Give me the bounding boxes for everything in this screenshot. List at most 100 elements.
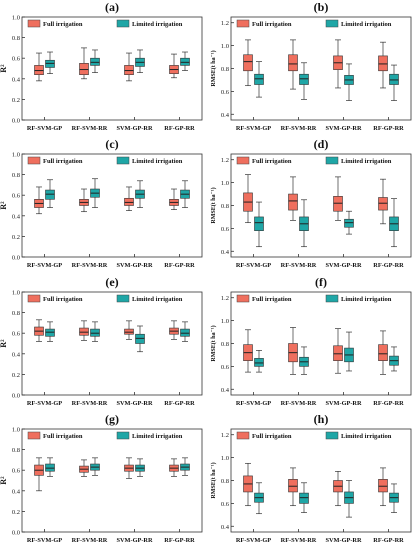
x-tick-label: RF-SVM-GP	[236, 262, 271, 269]
y-tick-label: 0.4	[221, 112, 230, 119]
legend-swatch-full	[236, 294, 250, 303]
x-tick-label: RF-GP-RR	[373, 262, 404, 269]
x-tick-label: RF-GP-RR	[373, 537, 404, 544]
legend-label-full: Full irrigation	[43, 433, 83, 440]
y-tick-label: 0.6	[221, 226, 230, 233]
y-tick-label: 0.4	[221, 249, 230, 256]
y-tick-label: 1.2	[221, 295, 229, 302]
x-tick-label: SVM-GP-RR	[116, 400, 152, 407]
y-tick-label: 0.8	[12, 447, 20, 454]
y-tick-label: 0.8	[221, 478, 229, 485]
legend-swatch-limited	[116, 294, 130, 303]
y-tick-label: 0.8	[221, 203, 229, 210]
x-tick-label: SVM-GP-RR	[325, 400, 361, 407]
y-tick-label: 0.0	[12, 530, 20, 537]
box-limited	[90, 328, 100, 337]
legend-swatch-limited	[325, 431, 339, 440]
legend-swatch-limited	[325, 294, 339, 303]
y-tick-label: 0.6	[221, 89, 230, 96]
box-full	[79, 327, 89, 336]
x-tick-label: RF-SVM-RR	[72, 125, 108, 132]
y-tick-label: 1.0	[12, 290, 20, 297]
legend-swatch-limited	[325, 156, 339, 165]
legend-label-limited: Limited irrigation	[341, 21, 392, 28]
x-tick-label: RF-SVM-RR	[281, 125, 317, 132]
y-tick-label: 0.6	[12, 331, 21, 338]
y-tick-label: 1.0	[12, 427, 20, 434]
y-tick-label: 0.4	[12, 488, 21, 495]
box-limited	[45, 328, 55, 337]
x-tick-label: RF-GP-RR	[373, 125, 404, 132]
y-tick-label: 0.8	[12, 310, 20, 317]
panel-d: (d) 0.4 0.6 0.8 1.0 1.2 RMSE(t ha⁻¹) Full irrig…	[210, 137, 412, 269]
x-tick-label: RF-GP-RR	[164, 262, 195, 269]
y-tick-label: 1.0	[12, 15, 20, 22]
x-tick-label: RF-GP-RR	[164, 400, 195, 407]
box-full	[288, 54, 298, 72]
panel-label: (a)	[105, 0, 119, 14]
box-full	[333, 196, 343, 212]
x-tick-label: RF-SVM-GP	[236, 125, 271, 132]
y-tick-label: 1.2	[221, 432, 229, 439]
y-tick-label: 1.0	[12, 152, 20, 159]
panel-label: (d)	[314, 137, 329, 151]
y-tick-label: 0.2	[12, 97, 20, 104]
box-limited	[299, 492, 309, 504]
box-full	[124, 197, 134, 206]
plot-frame	[230, 291, 412, 396]
box-full	[288, 479, 298, 493]
plot-frame	[21, 428, 203, 533]
box-limited	[45, 463, 55, 472]
box-limited	[254, 216, 264, 231]
x-tick-label: RF-SVM-RR	[281, 537, 317, 544]
x-tick-label: RF-SVM-RR	[281, 262, 317, 269]
box-full	[243, 54, 253, 72]
box-limited	[90, 57, 100, 66]
legend-label-full: Full irrigation	[252, 296, 292, 303]
x-tick-label: RF-SVM-GP	[27, 400, 62, 407]
legend-label-limited: Limited irrigation	[341, 296, 392, 303]
legend-label-limited: Limited irrigation	[341, 433, 392, 440]
x-tick-label: SVM-GP-RR	[116, 537, 152, 544]
y-tick-label: 0.6	[12, 56, 21, 63]
legend-swatch-limited	[116, 431, 130, 440]
legend-label-full: Full irrigation	[252, 433, 292, 440]
y-tick-label: 1.2	[221, 157, 229, 164]
panel-b: (b) 0.4 0.6 0.8 1.0 1.2 RMSE(t ha⁻¹) Full irrig…	[210, 0, 412, 132]
legend-label-limited: Limited irrigation	[341, 158, 392, 165]
box-limited	[180, 57, 190, 66]
box-limited	[135, 333, 145, 344]
box-full	[378, 344, 388, 361]
legend-label-limited: Limited irrigation	[132, 296, 183, 303]
y-tick-label: 0.4	[12, 213, 21, 220]
panel-label: (g)	[105, 412, 119, 426]
y-tick-label: 1.0	[221, 180, 229, 187]
legend-swatch-limited	[325, 19, 339, 28]
y-tick-label: 0.0	[12, 393, 20, 400]
box-full	[378, 197, 388, 211]
legend-label-limited: Limited irrigation	[132, 21, 183, 28]
legend-label-limited: Limited irrigation	[132, 158, 183, 165]
panel-label: (h)	[314, 412, 329, 426]
legend-swatch-full	[27, 294, 41, 303]
y-tick-label: 0.4	[221, 524, 230, 531]
box-full	[333, 345, 343, 361]
y-tick-label: 0.4	[12, 76, 21, 83]
y-tick-label: 0.4	[12, 351, 21, 358]
x-tick-label: SVM-GP-RR	[116, 262, 152, 269]
y-tick-label: 0.0	[12, 118, 20, 125]
y-tick-label: 0.6	[12, 468, 21, 475]
y-axis-label: RMSE(t ha⁻¹)	[210, 462, 217, 498]
box-limited	[254, 73, 264, 85]
y-tick-label: 0.4	[221, 387, 230, 394]
y-tick-label: 0.0	[12, 255, 20, 262]
x-tick-label: RF-SVM-RR	[72, 262, 108, 269]
y-tick-label: 0.8	[12, 35, 20, 42]
y-tick-label: 0.8	[221, 66, 229, 73]
box-limited	[45, 59, 55, 68]
box-full	[34, 65, 44, 75]
y-tick-label: 0.6	[221, 501, 230, 508]
x-tick-label: RF-SVM-GP	[27, 125, 62, 132]
y-tick-label: 1.0	[221, 455, 229, 462]
